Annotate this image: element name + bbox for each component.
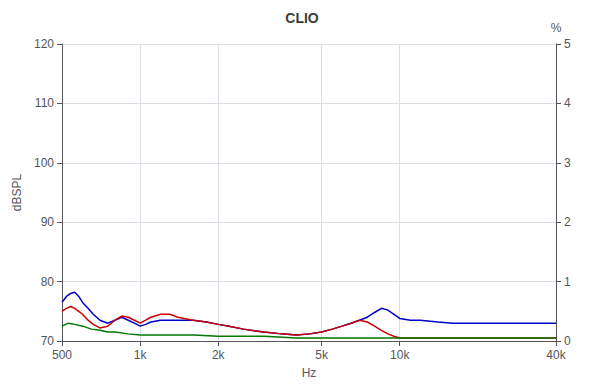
svg-text:100: 100	[34, 156, 54, 170]
svg-text:90: 90	[41, 215, 55, 229]
svg-text:40k: 40k	[546, 348, 566, 362]
svg-text:%: %	[551, 21, 562, 35]
svg-text:dBSPL: dBSPL	[10, 173, 24, 211]
svg-text:Hz: Hz	[302, 366, 317, 380]
svg-text:70: 70	[41, 334, 55, 348]
svg-text:2: 2	[564, 215, 571, 229]
svg-text:3: 3	[564, 156, 571, 170]
svg-text:4: 4	[564, 96, 571, 110]
svg-text:5: 5	[564, 37, 571, 51]
svg-text:0: 0	[564, 334, 571, 348]
svg-text:2k: 2k	[212, 348, 226, 362]
svg-text:CLIO: CLIO	[285, 10, 319, 26]
svg-text:80: 80	[41, 275, 55, 289]
svg-text:10k: 10k	[390, 348, 410, 362]
svg-text:500: 500	[52, 348, 72, 362]
svg-text:5k: 5k	[315, 348, 329, 362]
svg-text:1k: 1k	[134, 348, 148, 362]
svg-text:1: 1	[564, 275, 571, 289]
svg-text:120: 120	[34, 37, 54, 51]
svg-text:110: 110	[35, 96, 54, 110]
